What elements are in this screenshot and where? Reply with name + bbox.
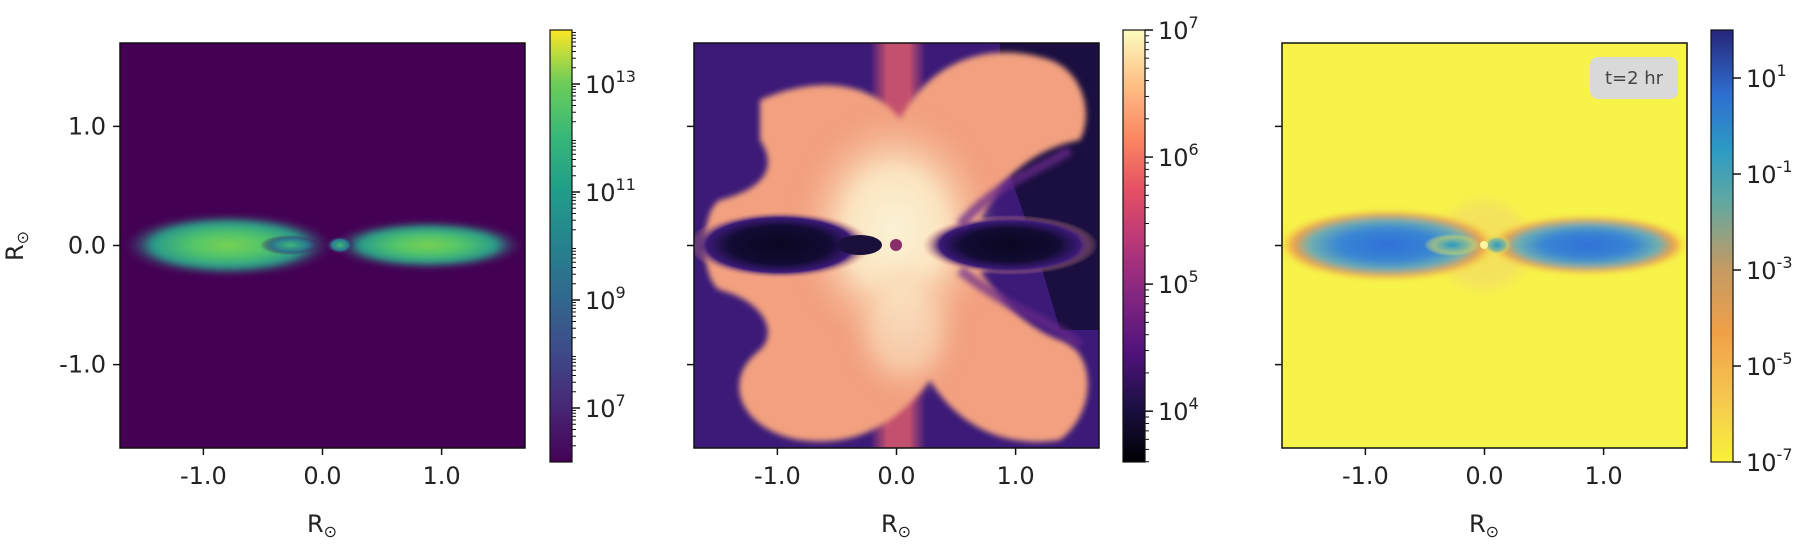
panel-3-x-tick-label: -1.0 <box>1342 462 1389 490</box>
colorbar-tick-label: 105 <box>1158 267 1199 299</box>
colorbar-tick-base: 10 <box>1158 144 1189 172</box>
colorbar-tick-exponent: -7 <box>1777 445 1793 464</box>
colorbar-tick-label: 109 <box>585 283 626 315</box>
panel-2-x-axis-unit-symbol: ⊙ <box>898 522 911 541</box>
colorbar-tick-label: 107 <box>585 391 626 423</box>
panel-3-x-axis-unit-symbol: ⊙ <box>1486 522 1499 541</box>
panel-3-x-axis-label-text: R <box>1469 510 1486 538</box>
colorbar-tick-exponent: -3 <box>1777 253 1793 272</box>
colorbar-tick-base: 10 <box>1746 449 1777 477</box>
panel-1-left-lobe <box>120 213 336 277</box>
panel-3-inner-left-blob <box>1424 234 1480 256</box>
panel-2-filament-upper <box>956 145 1073 229</box>
panel-1-inner-right-blob <box>326 236 354 254</box>
y-tick-label: -1.0 <box>59 351 106 379</box>
y-tick-label: 0.0 <box>68 232 106 260</box>
panel-2-x-tick-label: 1.0 <box>997 462 1035 490</box>
colorbar-tick-label: 106 <box>1158 140 1199 172</box>
y-tick-label: 1.0 <box>68 112 106 140</box>
panel-1-inner-left-blob <box>260 235 320 255</box>
colorbar-tick-exponent: -5 <box>1777 349 1793 368</box>
panel-2-x-axis-label: R⊙ <box>881 510 911 541</box>
panel-3-left-lobe <box>1282 209 1500 281</box>
panel-1-ticks: -1.0 0.0 1.0 1.0 0.0 -1.0 <box>59 112 461 490</box>
panel-1-x-axis-unit-symbol: ⊙ <box>324 522 337 541</box>
panel-1-x-axis-label: R⊙ <box>307 510 337 541</box>
panel-2-x-tick-label: 0.0 <box>877 462 915 490</box>
colorbar-tick-base: 10 <box>585 395 616 423</box>
panel-1-right-lobe <box>330 220 525 270</box>
panel-2-colorbar <box>1122 29 1146 463</box>
panel-3-ticks: -1.0 0.0 1.0 <box>1275 125 1623 490</box>
colorbar-tick-exponent: 7 <box>1189 13 1199 32</box>
panel-1-heatmap <box>120 43 525 448</box>
panel-1: -1.0 0.0 1.01.00.0-1.0 R⊙ R⊙ 1013101110910… <box>1 29 636 541</box>
panel-3-x-tick-label: 1.0 <box>1585 462 1623 490</box>
colorbar-tick-exponent: 5 <box>1189 267 1199 286</box>
colorbar-tick-exponent: 6 <box>1189 140 1199 159</box>
panel-2-inner-dark-blob <box>838 235 882 255</box>
panel-3-right-lobe <box>1486 215 1687 275</box>
colorbar-tick-label: 10-5 <box>1746 349 1793 381</box>
colorbar-tick-base: 10 <box>585 71 616 99</box>
colorbar-tick-label: 107 <box>1158 13 1199 45</box>
panel-2-filament-lower <box>956 266 1084 349</box>
colorbar-tick-base: 10 <box>585 179 616 207</box>
colorbar-tick-exponent: -1 <box>1777 157 1793 176</box>
colorbar-tick-exponent: 11 <box>616 175 636 194</box>
panel-3-heatmap <box>1282 43 1687 448</box>
panel-2-x-tick-label: -1.0 <box>754 462 801 490</box>
panel-3-colorbar <box>1710 29 1734 463</box>
colorbar-tick-base: 10 <box>1746 65 1777 93</box>
time-annotation-box <box>1590 57 1678 99</box>
colorbar-tick-label: 1013 <box>585 67 636 99</box>
time-annotation: t=2 hr <box>1605 68 1664 89</box>
colorbar-tick-label: 10-3 <box>1746 253 1793 285</box>
y-axis-label: R⊙ <box>1 231 32 261</box>
panel-2-right-dark-lobe <box>922 215 1098 275</box>
panel-1-x-tick-label: 0.0 <box>303 462 341 490</box>
colorbar-tick-label: 10-1 <box>1746 157 1793 189</box>
colorbar-tick-base: 10 <box>1158 17 1189 45</box>
panel-3-inner-right-blob <box>1483 235 1511 255</box>
colorbar-tick-label: 10-7 <box>1746 445 1793 477</box>
colorbar-tick-exponent: 1 <box>1777 61 1787 80</box>
colorbar-tick-exponent: 4 <box>1189 394 1199 413</box>
colorbar-tick-label: 1011 <box>585 175 636 207</box>
panel-3-x-axis-label: R⊙ <box>1469 510 1499 541</box>
panel-1-x-tick-label: 1.0 <box>423 462 461 490</box>
colorbar-tick-exponent: 9 <box>616 283 626 302</box>
colorbar-tick-base: 10 <box>585 287 616 315</box>
panel-1-x-axis-label-text: R <box>307 510 324 538</box>
panel-3-center-dot <box>1480 241 1488 249</box>
colorbar-tick-base: 10 <box>1158 398 1189 426</box>
y-axis-unit-symbol: ⊙ <box>13 231 32 244</box>
panel-1-colorbar <box>549 29 573 463</box>
panel-2-lower-glow <box>845 260 965 400</box>
colorbar-tick-label: 101 <box>1746 61 1787 93</box>
colorbar-tick-base: 10 <box>1746 161 1777 189</box>
colorbar-tick-base: 10 <box>1746 353 1777 381</box>
y-axis-label-text: R <box>1 244 29 261</box>
colorbar-tick-base: 10 <box>1158 271 1189 299</box>
colorbar-tick-exponent: 7 <box>616 391 626 410</box>
panel-2-heatmap <box>694 43 1099 448</box>
panel-1-x-tick-label: -1.0 <box>180 462 227 490</box>
colorbar-tick-label: 104 <box>1158 394 1199 426</box>
panel-2-x-axis-label-text: R <box>881 510 898 538</box>
colorbar-tick-exponent: 13 <box>616 67 636 86</box>
panel-2-ticks: -1.0 0.0 1.0 <box>687 125 1035 490</box>
panel-2-center-dot <box>890 239 902 251</box>
colorbar-tick-base: 10 <box>1746 257 1777 285</box>
panel-2-left-dark-lobe <box>694 211 872 279</box>
panel-3-x-tick-label: 0.0 <box>1465 462 1503 490</box>
